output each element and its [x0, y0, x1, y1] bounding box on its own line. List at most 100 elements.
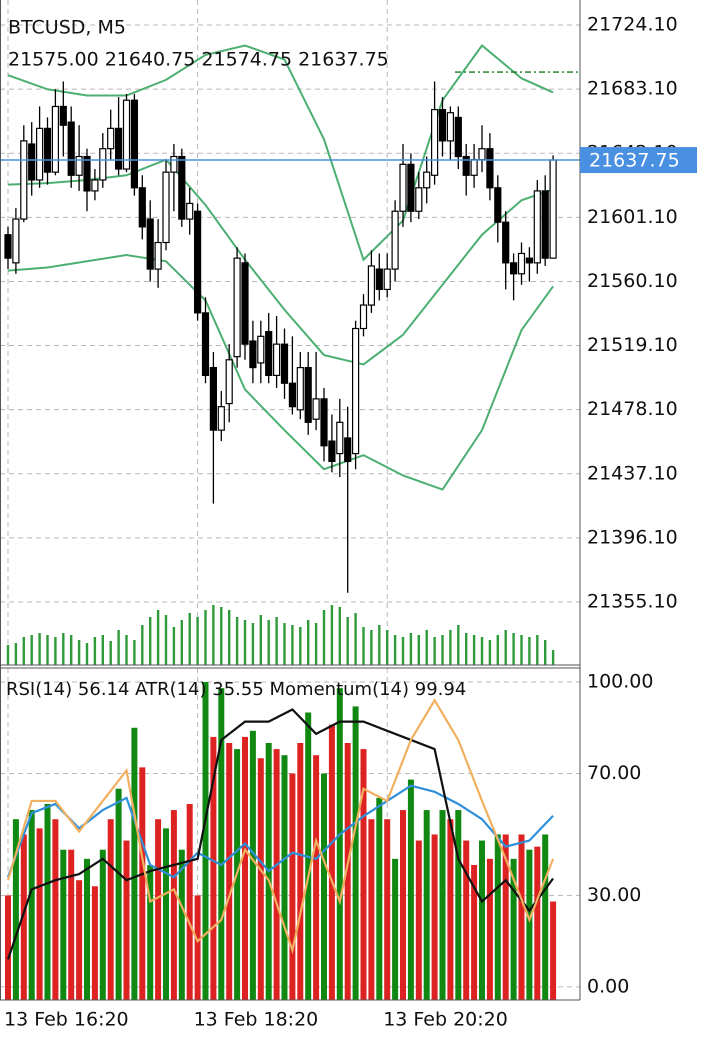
histogram-bar — [344, 742, 351, 1000]
candle-body — [510, 262, 518, 275]
histogram-bar — [139, 767, 146, 1000]
candle-body — [114, 127, 123, 170]
volume-bar — [528, 637, 531, 665]
histogram-bar — [91, 886, 98, 1000]
histogram-bar — [84, 858, 90, 1000]
volume-bar — [259, 615, 262, 665]
candle-body — [296, 367, 304, 411]
volume-bar — [465, 633, 468, 665]
histogram-bar — [52, 819, 59, 1000]
histogram-bar — [20, 834, 27, 1000]
histogram-bar — [170, 810, 177, 1000]
candle-body — [336, 421, 344, 455]
indicator-line — [6, 784, 554, 879]
candle-body — [486, 148, 494, 189]
candle-body — [367, 265, 375, 306]
candle-body — [525, 257, 534, 264]
last-price-box — [580, 147, 697, 174]
y-tick-label: 0.00 — [587, 975, 629, 997]
candle-body — [209, 367, 217, 431]
volume-bar — [267, 620, 270, 665]
candle-body — [470, 159, 478, 176]
volume-bar — [172, 627, 176, 665]
volume-bar — [393, 635, 397, 665]
candle-body — [320, 398, 328, 447]
histogram-bar — [447, 819, 454, 1000]
candle-body — [217, 406, 225, 431]
y-tick-label: 21601.10 — [587, 206, 678, 228]
y-tick-label: 21683.10 — [587, 78, 678, 100]
histogram-bar — [352, 706, 359, 1000]
volume-bar — [70, 635, 73, 665]
candle-body — [423, 171, 431, 189]
volume-bar — [188, 613, 191, 665]
candle-body — [438, 109, 447, 142]
candle-body — [249, 340, 257, 369]
histogram-bar — [415, 840, 422, 1000]
histogram-bar — [44, 803, 51, 1000]
volume-bar — [417, 635, 420, 665]
candle-body — [43, 127, 52, 173]
volume-bar — [62, 633, 65, 665]
histogram-bar — [107, 819, 114, 1000]
candle-body — [241, 262, 249, 345]
histogram-bar — [76, 880, 83, 1000]
histogram-bar — [163, 828, 169, 1000]
histogram-bar — [147, 864, 154, 1000]
candle-body — [352, 327, 360, 455]
histogram-bar — [423, 810, 430, 1000]
candle-body — [99, 148, 107, 181]
volume-bar — [125, 635, 128, 665]
volume-bar — [307, 620, 310, 665]
histogram-bar — [360, 749, 367, 1000]
candle-body — [431, 109, 439, 176]
volume-bar — [156, 610, 160, 665]
histogram-bar — [257, 758, 264, 1000]
volume-bar — [346, 617, 349, 665]
histogram-bar — [178, 849, 185, 1000]
candle-body — [383, 268, 391, 291]
x-tick-label: 13 Feb 20:20 — [383, 1009, 508, 1031]
candle-body — [186, 202, 194, 220]
volume-bar — [212, 605, 215, 665]
y-tick-label: 21396.10 — [587, 526, 678, 548]
candle-body — [407, 163, 415, 212]
candle-body — [304, 367, 312, 423]
candle-body — [273, 343, 281, 377]
volume-bar — [235, 617, 239, 665]
histogram-bar — [273, 749, 280, 1000]
x-tick-label: 13 Feb 18:20 — [194, 1009, 319, 1031]
volume-bar — [101, 635, 104, 665]
y-tick-label: 21519.10 — [587, 334, 678, 356]
volume-bar — [196, 617, 199, 665]
volume-bar — [204, 610, 207, 665]
candle-body — [344, 437, 352, 463]
candle-body — [146, 218, 154, 270]
volume-bar — [93, 637, 97, 665]
volume-bar — [220, 607, 223, 665]
candle-body — [35, 127, 44, 181]
histogram-bar — [486, 858, 493, 1000]
histogram-bar — [384, 819, 391, 1000]
histogram-bar — [226, 742, 233, 1000]
volume-bar — [109, 641, 112, 665]
volume-bar — [46, 635, 49, 665]
candle-body — [107, 127, 115, 150]
candle-body — [494, 187, 502, 223]
volume-bar — [378, 625, 381, 665]
histogram-bar — [155, 819, 162, 1000]
candle-body — [233, 257, 241, 358]
volume-bar — [180, 620, 183, 665]
histogram-bar — [526, 849, 533, 1000]
histogram-bar — [471, 864, 478, 1000]
volume-bar — [472, 635, 476, 665]
histogram-bar — [115, 788, 122, 1000]
volume-bar — [370, 630, 373, 665]
band-line — [7, 44, 554, 262]
candle-body — [4, 234, 12, 259]
volume-bar — [520, 635, 523, 665]
candle-body — [502, 221, 510, 264]
volume-bar — [551, 650, 555, 665]
histogram-bar — [249, 730, 256, 1000]
